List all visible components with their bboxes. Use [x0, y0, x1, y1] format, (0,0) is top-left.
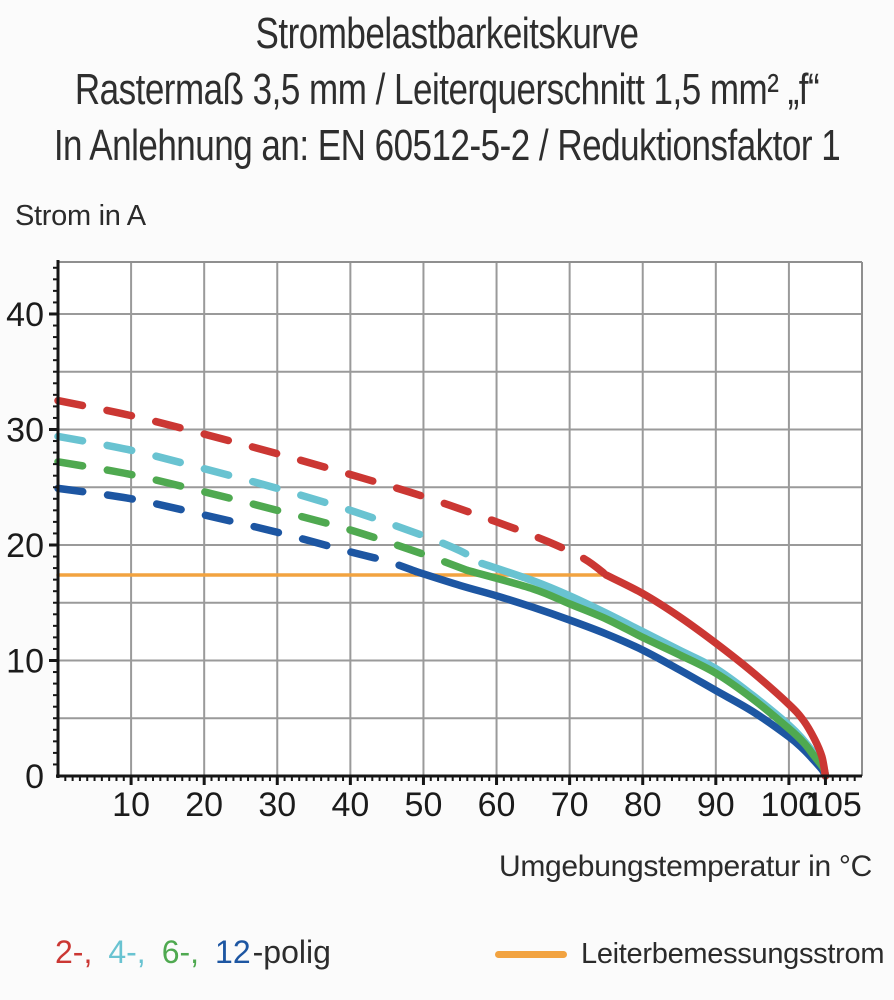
plot-background — [58, 262, 862, 776]
x-tick-label-90: 90 — [697, 786, 735, 824]
y-tick-label-20: 20 — [6, 527, 44, 565]
chart-title-line-1: Strombelastbarkeitskurve — [255, 9, 639, 58]
legend-pole-6: 6-, — [161, 934, 200, 970]
chart-title-line-3: In Anlehnung an: EN 60512-5-2 / Reduktio… — [53, 121, 841, 170]
x-tick-label-70: 70 — [551, 786, 589, 824]
x-tick-label-100: 100 — [761, 786, 818, 824]
y-tick-label-10: 10 — [6, 642, 44, 680]
curve-4-polig-dashed — [54, 432, 486, 568]
legend-pole-12: 12 — [215, 934, 251, 970]
y-axis-title: Strom in A — [15, 200, 146, 232]
rated-current-label: Leiterbemessungsstrom — [581, 938, 885, 970]
x-tick-label-30: 30 — [258, 786, 296, 824]
curve-2-polig-solid — [602, 571, 830, 780]
rated-current-legend: Leiterbemessungsstrom — [495, 938, 884, 971]
y-tick-label-40: 40 — [6, 296, 44, 334]
chart-title-line-2: Rastermaß 3,5 mm / Leiterquerschnitt 1,5… — [74, 65, 820, 114]
rated-current-line-swatch — [495, 951, 567, 958]
x-tick-label-80: 80 — [624, 786, 662, 824]
x-tick-label-10: 10 — [112, 786, 150, 824]
x-tick-label-50: 50 — [405, 786, 443, 824]
curve-6-polig-dashed — [54, 458, 472, 575]
curve-12-polig-dashed — [54, 484, 420, 576]
x-tick-label-105: 105 — [805, 786, 862, 824]
chart-title-block: Strombelastbarkeitskurve Rastermaß 3,5 m… — [0, 6, 894, 174]
x-tick-label-40: 40 — [331, 786, 369, 824]
y-tick-label-30: 30 — [6, 411, 44, 449]
y-tick-label-0: 0 — [25, 758, 44, 796]
curve-6-polig-solid — [463, 566, 830, 780]
legend-pole-2: 2-, — [55, 934, 93, 970]
legend-pole-4: 4-, — [108, 934, 146, 970]
legend-pole-suffix: -polig — [252, 934, 331, 970]
x-axis-title: Umgebungstemperatur in °C — [498, 850, 872, 883]
x-tick-label-60: 60 — [478, 786, 516, 824]
curve-2-polig-dashed — [54, 396, 610, 579]
x-tick-label-20: 20 — [185, 786, 223, 824]
pole-count-legend: 2-, 4-, 6-, 12 -polig — [55, 934, 347, 971]
